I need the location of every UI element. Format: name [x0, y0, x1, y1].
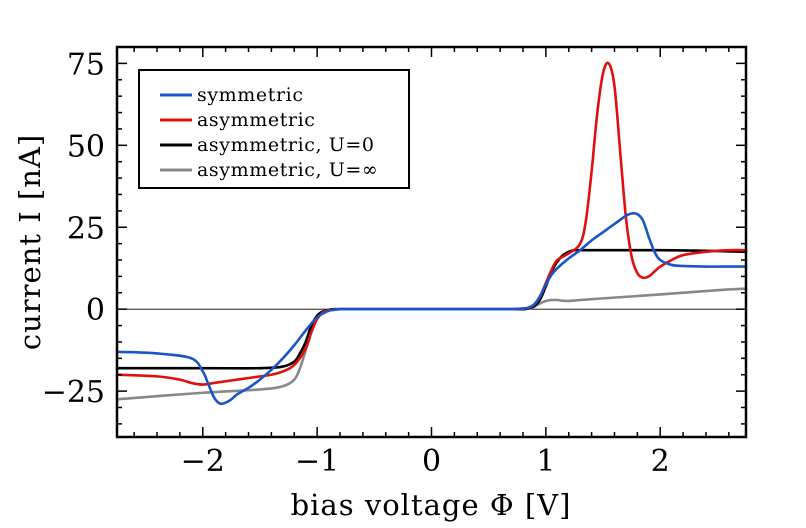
legend: symmetric asymmetric asymmetric, U=0 asymme… — [138, 69, 410, 189]
legend-entry: asymmetric, U=∞ — [160, 159, 378, 181]
legend-entries: symmetric asymmetric asymmetric, U=0 asymme… — [160, 84, 378, 181]
x-tick-label: 2 — [651, 444, 670, 479]
tick-labels: −2 −1 0 1 2 −25 0 25 50 75 — [42, 47, 670, 479]
series-line-0 — [115, 211, 748, 406]
legend-label: asymmetric, U=∞ — [197, 159, 378, 181]
y-tick-label: 50 — [67, 129, 105, 164]
y-axis-title: current I [nA] — [13, 134, 47, 350]
legend-entry: asymmetric — [160, 109, 316, 131]
y-tick-label: 75 — [67, 47, 105, 82]
plot-frame — [115, 45, 748, 439]
x-axis-title: bias voltage Φ [V] — [291, 488, 572, 522]
x-tick-label: 1 — [536, 444, 555, 479]
legend-label: asymmetric, U=0 — [197, 134, 375, 156]
x-tick-label: −1 — [295, 444, 339, 479]
x-tick-label: −2 — [181, 444, 225, 479]
legend-label: asymmetric — [197, 109, 316, 131]
y-tick-label: 0 — [86, 293, 105, 328]
y-tick-label: 25 — [67, 211, 105, 246]
legend-label: symmetric — [197, 84, 304, 106]
series-layer — [115, 61, 748, 406]
legend-box — [138, 69, 410, 189]
x-tick-label: 0 — [422, 444, 441, 479]
legend-entry: symmetric — [160, 84, 304, 106]
legend-entry: asymmetric, U=0 — [160, 134, 375, 156]
y-tick-label: −25 — [42, 375, 105, 410]
